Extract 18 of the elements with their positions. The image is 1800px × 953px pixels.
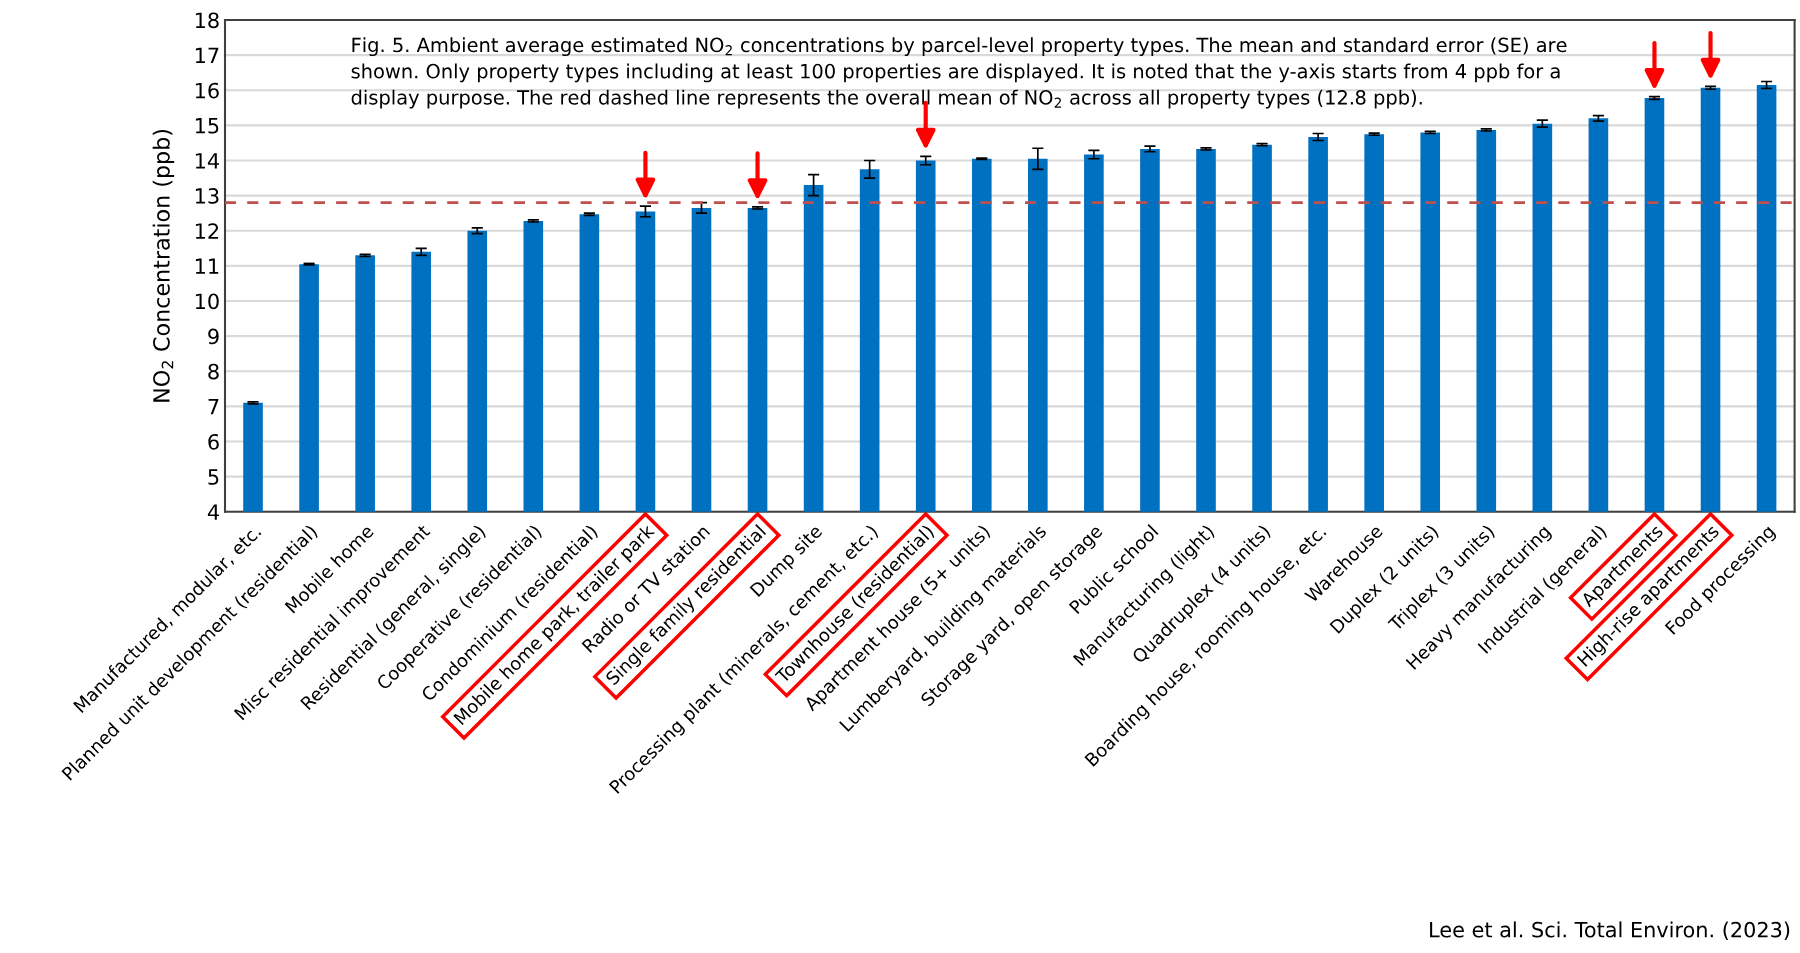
y-tick-label: 8 xyxy=(208,363,219,380)
y-tick-label: 9 xyxy=(208,328,219,345)
annotation: Fig. 5. Ambient average estimated NO$_{2}$ concentrations by parcel-level property types. The mean and standard error (SE) are shown. Only property types including at least 100 properties are displayed. It is noted that the y-axis starts from 4 ppb for a display purpose. The red dashed line represents the overall mean of NO$_{2}$ across all property types (12.8 ppb). xyxy=(351,37,1567,109)
y-tick-label: 4 xyxy=(207,504,219,520)
y-tick-label: 12 xyxy=(195,223,219,239)
y-tick-label: 5 xyxy=(208,469,219,485)
text: Lee et al. Sci. Total Environ. (2023) xyxy=(1430,921,1790,940)
y-tick-label: 17 xyxy=(195,47,219,64)
y-axis-title: NO$_{2}$ Concentration (ppb) xyxy=(152,129,175,402)
y-tick-label: 14 xyxy=(195,153,219,169)
y-tick-label: 7 xyxy=(208,399,219,415)
y-tick-label: 11 xyxy=(195,258,219,274)
y-tick-label: 18 xyxy=(195,12,219,29)
y-tick-label: 6 xyxy=(208,433,219,450)
y-tick-label: 15 xyxy=(195,118,219,134)
y-tick-label: 13 xyxy=(195,188,219,204)
y-tick-label: 16 xyxy=(195,82,219,99)
y-tick-label: 10 xyxy=(195,293,219,310)
